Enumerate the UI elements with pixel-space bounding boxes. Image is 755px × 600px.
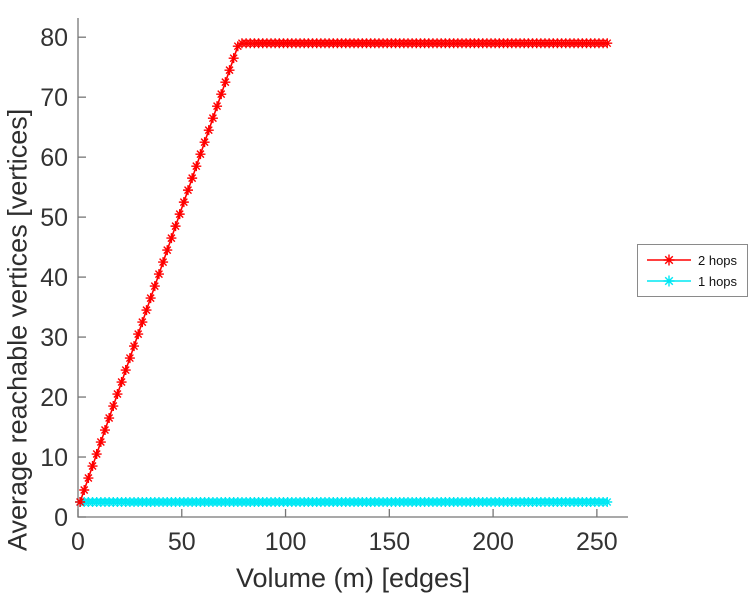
y-tick-label: 20 — [40, 384, 68, 412]
legend-swatch-marker — [663, 275, 675, 287]
legend-label-1-hops: 1 hops — [698, 273, 738, 289]
legend-label-2-hops: 2 hops — [698, 252, 738, 268]
legend-item-1-hops: 1 hops — [646, 271, 737, 291]
y-tick-label: 30 — [40, 324, 68, 352]
legend-line-marker-cyan — [647, 275, 691, 287]
y-tick-label: 10 — [40, 444, 68, 472]
y-tick-label: 60 — [40, 144, 68, 172]
x-axis-label: Volume (m) [edges] — [235, 563, 471, 593]
x-tick-label: 150 — [368, 528, 410, 556]
legend-line-marker-red — [647, 254, 691, 266]
legend: 2 hops 1 hops — [637, 244, 749, 297]
y-tick-label: 0 — [54, 504, 68, 532]
x-tick-label: 0 — [71, 528, 85, 556]
x-tick-label: 50 — [168, 528, 196, 556]
series-markers-2-hops — [75, 38, 613, 508]
x-tick-label: 200 — [472, 528, 514, 556]
y-axis-label: Average reachable vertices [vertices] — [2, 108, 33, 552]
x-tick-label: 250 — [576, 528, 618, 556]
y-tick-label: 70 — [40, 84, 68, 112]
y-tick-label: 50 — [40, 204, 68, 232]
legend-swatch-marker — [663, 254, 675, 266]
x-tick-label: 100 — [265, 528, 307, 556]
y-tick-label: 80 — [40, 24, 68, 52]
series-markers-1-hops — [75, 497, 613, 508]
y-tick-label: 40 — [40, 264, 68, 292]
legend-item-2-hops: 2 hops — [646, 250, 737, 270]
